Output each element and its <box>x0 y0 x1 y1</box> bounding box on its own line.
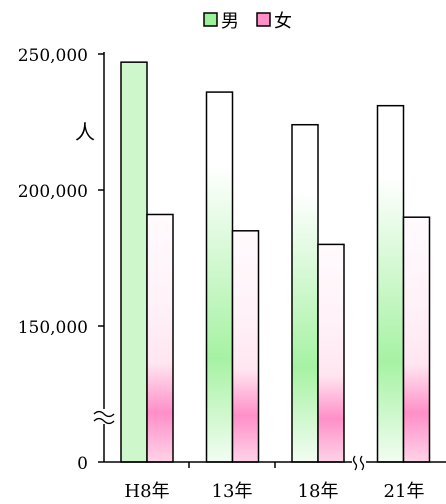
legend-label-male: 男 <box>221 11 239 32</box>
x-axis-break-mark <box>352 455 366 471</box>
bar-female <box>317 243 345 463</box>
x-category-label: 21年 <box>384 481 425 502</box>
bar-female <box>231 230 260 463</box>
y-axis-break-mark <box>93 409 118 425</box>
legend: 男 女 <box>203 11 292 32</box>
y-ticks: 250,000 200,000 150,000 0 <box>18 46 104 474</box>
legend-label-female: 女 <box>274 11 292 32</box>
legend-swatch-female <box>256 12 271 27</box>
y-tick-label: 250,000 <box>18 46 88 66</box>
bar-female <box>146 213 174 463</box>
x-category-label: H8年 <box>124 481 169 502</box>
x-category-label: 13年 <box>212 481 253 502</box>
x-category-label: 18年 <box>298 481 339 502</box>
y-tick-label: 150,000 <box>18 318 88 338</box>
x-ticks: H8年 13年 18年 21年 <box>124 462 424 502</box>
y-tick-label: 200,000 <box>18 182 88 202</box>
bars <box>120 61 431 463</box>
bar-female <box>402 216 431 463</box>
y-tick-label: 0 <box>77 454 88 474</box>
y-axis-unit-label: 人 <box>75 120 95 144</box>
bar-male <box>205 91 234 463</box>
bar-male <box>120 61 148 463</box>
legend-swatch-male <box>203 12 218 27</box>
bar-male <box>291 123 319 463</box>
bar-male <box>376 104 405 463</box>
